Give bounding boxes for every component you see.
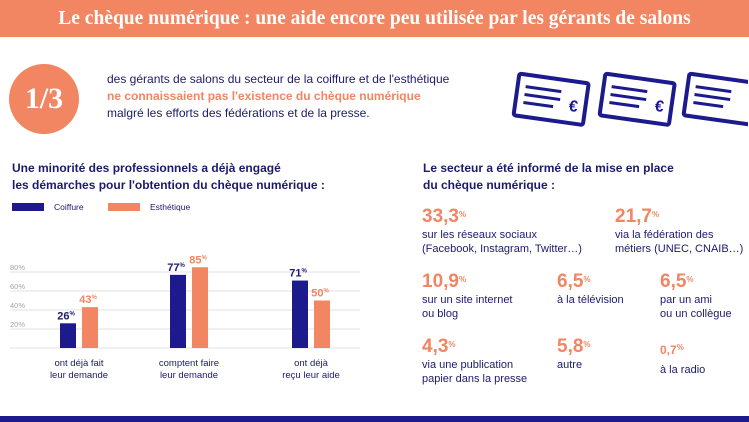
ratio-badge: 1/3 [9, 64, 79, 134]
data-label: 71% [289, 268, 307, 280]
bar-coiffure [292, 280, 308, 348]
percent-sign: % [69, 311, 75, 317]
chart-section-title: Une minorité des professionnels a déjà e… [12, 161, 325, 192]
percent-sign: % [458, 275, 467, 284]
legend-item-coiffure: Coiffure [12, 200, 132, 214]
stat-desc-line: ou blog [422, 308, 459, 320]
x-category-label: ont déjà fait [54, 358, 103, 369]
source-stat-website: 10,9% sur un site internet ou blog [422, 271, 513, 321]
stat-desc-line: (Facebook, Instagram, Twitter…) [422, 243, 582, 255]
data-label: 43% [79, 294, 97, 306]
source-stat-social: 33,3% sur les réseaux sociaux (Facebook,… [422, 206, 582, 256]
x-category-label: ont déjà [294, 358, 329, 369]
legend-swatch-coiffure [12, 203, 44, 211]
cheque-euro-icon: € [511, 71, 591, 127]
ratio-value: 1/3 [24, 82, 64, 115]
y-tick-label: 40% [10, 301, 25, 310]
percent-sign: % [179, 263, 185, 269]
stat-desc-line: à la télévision [557, 294, 624, 306]
source-stat-federation: 21,7% via la fédération des métiers (UNE… [615, 206, 743, 256]
x-category-label: leur demande [50, 370, 108, 381]
svg-text:€: € [568, 98, 579, 116]
cheque-illustration: € € [511, 71, 748, 127]
footer-bar [0, 416, 749, 422]
y-tick-label: 80% [10, 263, 25, 272]
bar-esthétique [82, 307, 98, 348]
intro-line-highlight: ne connaissaient pas l'existence du chèq… [107, 89, 421, 103]
percent-sign: % [651, 210, 660, 219]
stat-value: 6,5 [660, 271, 687, 292]
stat-value: 5,8 [557, 336, 584, 357]
cheque-partial-icon [681, 71, 748, 127]
stat-desc-line: par un ami [660, 294, 712, 306]
bar-esthétique [192, 267, 208, 348]
cheque-euro-icon: € [597, 71, 677, 127]
x-category-label: comptent faire [159, 358, 219, 369]
stat-value: 4,3 [422, 336, 449, 357]
percent-sign: % [458, 210, 467, 219]
percent-sign: % [201, 255, 207, 261]
legend-label-coiffure: Coiffure [54, 202, 84, 212]
x-category-label: leur demande [160, 370, 218, 381]
stat-desc-line: sur les réseaux sociaux [422, 229, 537, 241]
stat-value: 0,7 [660, 343, 677, 357]
percent-sign: % [686, 275, 694, 284]
title-banner: Le chèque numérique : une aide encore pe… [0, 0, 749, 37]
data-label: 26% [57, 310, 75, 322]
stat-desc-line: ou un collègue [660, 308, 732, 320]
stat-desc-line: à la radio [660, 364, 706, 376]
y-tick-label: 20% [10, 320, 25, 329]
stat-desc-line: via la fédération des [615, 229, 714, 241]
source-stat-press: 4,3% via une publication papier dans la … [422, 336, 527, 386]
y-tick-label: 60% [10, 282, 25, 291]
source-stat-radio: 0,7% à la radio [660, 339, 705, 377]
percent-sign: % [91, 295, 97, 301]
stat-desc-line: papier dans la presse [422, 373, 528, 385]
legend-swatch-esthetique [108, 203, 140, 211]
percent-sign: % [301, 269, 307, 275]
sources-section-title: Le secteur a été informé de la mise en p… [423, 161, 674, 192]
percent-sign: % [448, 340, 456, 349]
stat-desc-line: via une publication [422, 359, 514, 371]
stat-value: 10,9 [422, 271, 459, 292]
bar-coiffure [60, 323, 76, 348]
percent-sign: % [676, 343, 684, 352]
percent-sign: % [583, 275, 591, 284]
x-category-label: reçu leur aide [282, 370, 340, 381]
intro-text: des gérants de salons du secteur de la c… [107, 71, 487, 122]
bar-esthétique [314, 300, 330, 348]
percent-sign: % [323, 289, 329, 295]
page-title: Le chèque numérique : une aide encore pe… [58, 8, 691, 29]
stat-value: 6,5 [557, 271, 584, 292]
stat-desc-line: sur un site internet [422, 294, 513, 306]
svg-text:€: € [654, 98, 665, 116]
legend-label-esthetique: Esthétique [150, 202, 191, 212]
stat-value: 33,3 [422, 206, 459, 227]
legend-item-esthetique: Esthétique [108, 200, 228, 214]
stat-desc-line: métiers (UNEC, CNAIB…) [615, 243, 744, 255]
source-stat-television: 6,5% à la télévision [557, 271, 624, 307]
bar-coiffure [170, 274, 186, 348]
intro-line-1: des gérants de salons du secteur de la c… [107, 72, 450, 86]
source-stat-other: 5,8% autre [557, 336, 591, 372]
percent-sign: % [583, 340, 591, 349]
data-label: 85% [189, 254, 207, 266]
data-label: 50% [311, 288, 329, 300]
stat-value: 21,7 [615, 206, 652, 227]
source-stat-friend: 6,5% par un ami ou un collègue [660, 271, 732, 321]
stat-desc-line: autre [557, 359, 583, 371]
intro-line-3: malgré les efforts des fédérations et de… [107, 106, 370, 120]
